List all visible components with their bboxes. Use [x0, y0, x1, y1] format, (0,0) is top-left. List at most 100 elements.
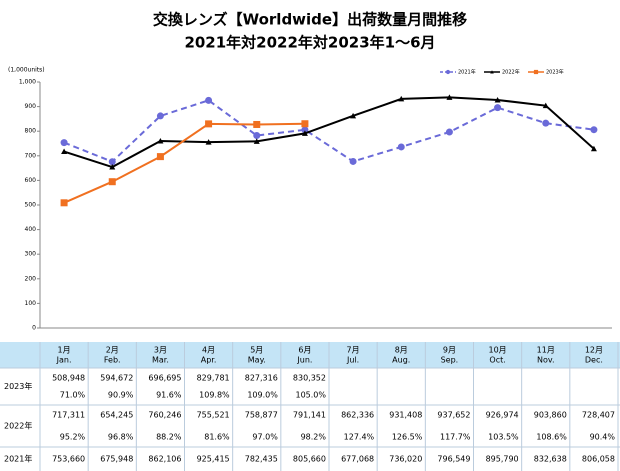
- y-tick-label: 100: [25, 300, 37, 307]
- cell-value: 937,652: [437, 411, 470, 420]
- point: [253, 120, 261, 128]
- header-month: 7月: [347, 346, 360, 355]
- header-month: 4月: [202, 346, 215, 355]
- legend-label: 2021年: [458, 69, 476, 76]
- point: [60, 139, 68, 147]
- cell-value: 827,316: [245, 374, 278, 383]
- cell-value: 796,549: [437, 455, 470, 464]
- cell-value: 758,877: [245, 411, 278, 420]
- cell-ratio: 90.4%: [590, 433, 616, 442]
- y-tick-label: 500: [25, 202, 37, 209]
- header-month: 8月: [395, 346, 408, 355]
- cell-value: 791,141: [293, 411, 326, 420]
- point: [60, 199, 68, 207]
- cell-value: 925,415: [197, 455, 230, 464]
- series-line: [63, 122, 305, 204]
- cell-value: 931,408: [389, 411, 422, 420]
- header-month: 11月: [537, 346, 555, 355]
- point: [446, 94, 453, 100]
- header-month: 3月: [154, 346, 167, 355]
- cell-value: 782,435: [245, 455, 278, 464]
- header-month-en: Nov.: [537, 356, 555, 365]
- point: [397, 143, 405, 151]
- cell-value: 675,948: [100, 455, 133, 464]
- cell-value: 736,020: [389, 455, 422, 464]
- cell-value: 829,781: [197, 374, 230, 383]
- cell-ratio: 103.5%: [488, 433, 519, 442]
- cell-value: 753,660: [52, 455, 85, 464]
- cell-value: 862,336: [341, 411, 374, 420]
- row-label: 2023年: [4, 381, 32, 391]
- header-month: 5月: [250, 346, 263, 355]
- series-line: [63, 96, 595, 169]
- cell-ratio: 109.0%: [247, 391, 278, 400]
- point: [108, 178, 116, 186]
- cell-ratio: 90.9%: [108, 391, 134, 400]
- point: [590, 126, 598, 134]
- y-tick-label: 200: [25, 275, 37, 282]
- cell-value: 677,068: [341, 455, 374, 464]
- point: [542, 119, 550, 127]
- y-tick-label: 300: [25, 251, 37, 258]
- header-month: 10月: [488, 346, 506, 355]
- cell-ratio: 96.8%: [108, 433, 134, 442]
- point: [350, 112, 357, 119]
- cell-value: 654,245: [100, 411, 133, 420]
- cell-value: 696,695: [148, 374, 181, 383]
- point: [253, 132, 261, 140]
- point: [109, 164, 116, 170]
- cell-ratio: 91.6%: [156, 391, 182, 400]
- point: [398, 95, 405, 102]
- cell-ratio: 127.4%: [344, 433, 375, 442]
- point: [445, 128, 453, 136]
- header-month-en: Feb.: [104, 356, 121, 365]
- cell-value: 903,860: [534, 411, 567, 420]
- point: [157, 137, 164, 144]
- point: [301, 126, 309, 134]
- y-tick-label: 900: [25, 103, 37, 110]
- point: [205, 96, 213, 104]
- series-line: [63, 99, 595, 163]
- header-month: 6月: [298, 346, 311, 355]
- row-label: 2021年: [4, 454, 32, 464]
- header-month-en: Dec.: [585, 356, 603, 365]
- point: [349, 157, 357, 165]
- point: [253, 138, 260, 144]
- cell-ratio: 109.8%: [199, 391, 230, 400]
- row-label: 2022年: [4, 421, 32, 431]
- cell-ratio: 95.2%: [60, 433, 86, 442]
- header-month: 12月: [585, 346, 603, 355]
- point: [590, 145, 597, 152]
- y-tick-label: 1,000: [19, 79, 36, 86]
- header-month-en: Aug.: [392, 356, 410, 365]
- point: [156, 153, 164, 161]
- point: [542, 102, 549, 109]
- legend-label: 2022年: [502, 69, 520, 76]
- y-tick-label: 800: [25, 128, 37, 135]
- header-month: 2月: [106, 346, 119, 355]
- cell-value: 755,521: [197, 411, 230, 420]
- header-month: 1月: [58, 346, 71, 355]
- point: [494, 96, 501, 103]
- cell-ratio: 108.6%: [536, 433, 567, 442]
- chart-title: 交換レンズ【Worldwide】出荷数量月間推移: [153, 11, 467, 29]
- cell-ratio: 97.0%: [252, 433, 278, 442]
- point: [494, 104, 502, 112]
- point: [61, 148, 68, 155]
- y-tick-label: 0: [32, 325, 36, 332]
- legend-label: 2023年: [546, 69, 564, 76]
- cell-ratio: 81.6%: [204, 433, 230, 442]
- header-month-en: Jan.: [56, 356, 72, 365]
- point: [108, 158, 116, 166]
- header-month-en: Mar.: [152, 356, 169, 365]
- point: [301, 130, 308, 136]
- cell-value: 806,058: [582, 455, 615, 464]
- legend-marker: [490, 70, 494, 74]
- cell-ratio: 98.2%: [301, 433, 327, 442]
- cell-ratio: 71.0%: [60, 391, 86, 400]
- y-axis-label: (1,000units): [8, 67, 45, 74]
- cell-value: 862,106: [148, 455, 181, 464]
- cell-ratio: 88.2%: [156, 433, 182, 442]
- point: [205, 120, 213, 128]
